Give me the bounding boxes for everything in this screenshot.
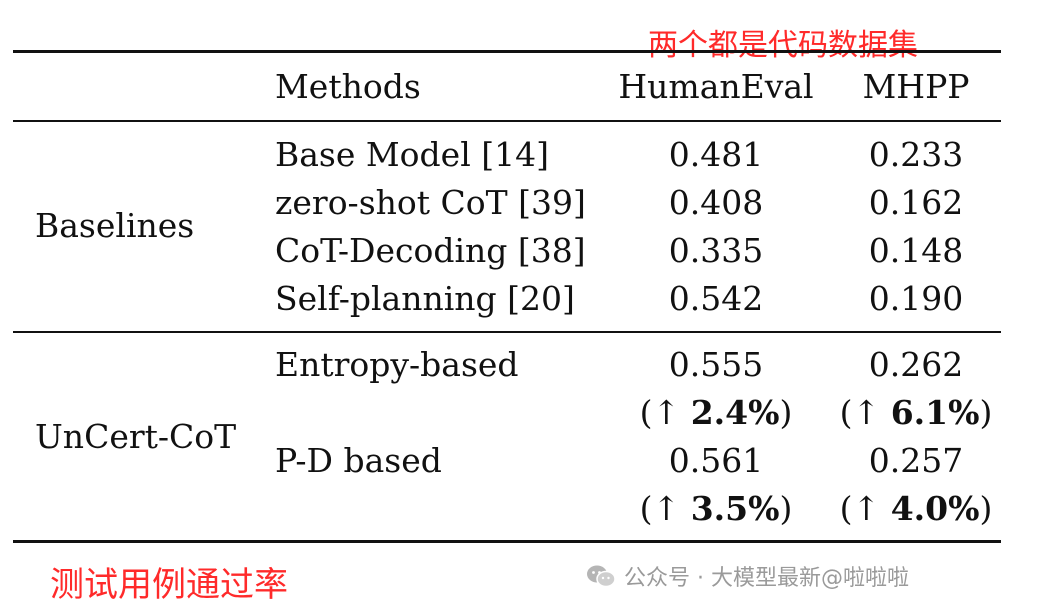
humaneval-cell: 0.561: [668, 441, 764, 480]
annotation-top: 两个都是代码数据集: [648, 28, 918, 63]
up-arrow-icon: ↑: [852, 489, 881, 528]
mhpp-cell: 0.162: [868, 183, 964, 222]
method-cell: Self-planning [20]: [275, 279, 575, 318]
annotation-bottom: 测试用例通过率: [50, 565, 288, 605]
wechat-icon: [587, 565, 616, 588]
header-rule: [13, 120, 1001, 122]
mhpp-cell: 0.148: [868, 231, 964, 270]
method-cell: zero-shot CoT [39]: [275, 183, 586, 222]
humaneval-cell: 0.335: [668, 231, 764, 270]
method-cell: P-D based: [275, 441, 442, 480]
mhpp-gain: (↑ 6.1%): [839, 393, 993, 432]
humaneval-gain: (↑ 3.5%): [639, 489, 793, 528]
mhpp-cell: 0.262: [868, 345, 964, 384]
mhpp-cell: 0.233: [868, 135, 964, 174]
humaneval-cell: 0.481: [668, 135, 764, 174]
method-cell: CoT-Decoding [38]: [275, 231, 586, 270]
humaneval-gain: (↑ 2.4%): [639, 393, 793, 432]
humaneval-cell: 0.542: [668, 279, 764, 318]
watermark-text: 公众号 · 大模型最新@啦啦啦: [624, 566, 909, 591]
group-label-uncert-cot: UnCert-CoT: [35, 417, 237, 456]
humaneval-cell: 0.555: [668, 345, 764, 384]
up-arrow-icon: ↑: [652, 489, 681, 528]
mhpp-cell: 0.257: [868, 441, 964, 480]
watermark: 公众号 · 大模型最新@啦啦啦: [586, 560, 909, 592]
up-arrow-icon: ↑: [852, 393, 881, 432]
group-rule: [13, 331, 1001, 333]
group-label-baselines: Baselines: [35, 206, 195, 245]
mhpp-gain: (↑ 4.0%): [839, 489, 993, 528]
mhpp-cell: 0.190: [868, 279, 964, 318]
header-methods: Methods: [275, 67, 421, 106]
humaneval-cell: 0.408: [668, 183, 764, 222]
top-rule: [13, 50, 1001, 53]
header-mhpp: MHPP: [862, 67, 970, 106]
header-humaneval: HumanEval: [618, 67, 814, 106]
method-cell: Base Model [14]: [275, 135, 549, 174]
up-arrow-icon: ↑: [652, 393, 681, 432]
method-cell: Entropy-based: [275, 345, 519, 384]
bottom-rule: [13, 540, 1001, 543]
